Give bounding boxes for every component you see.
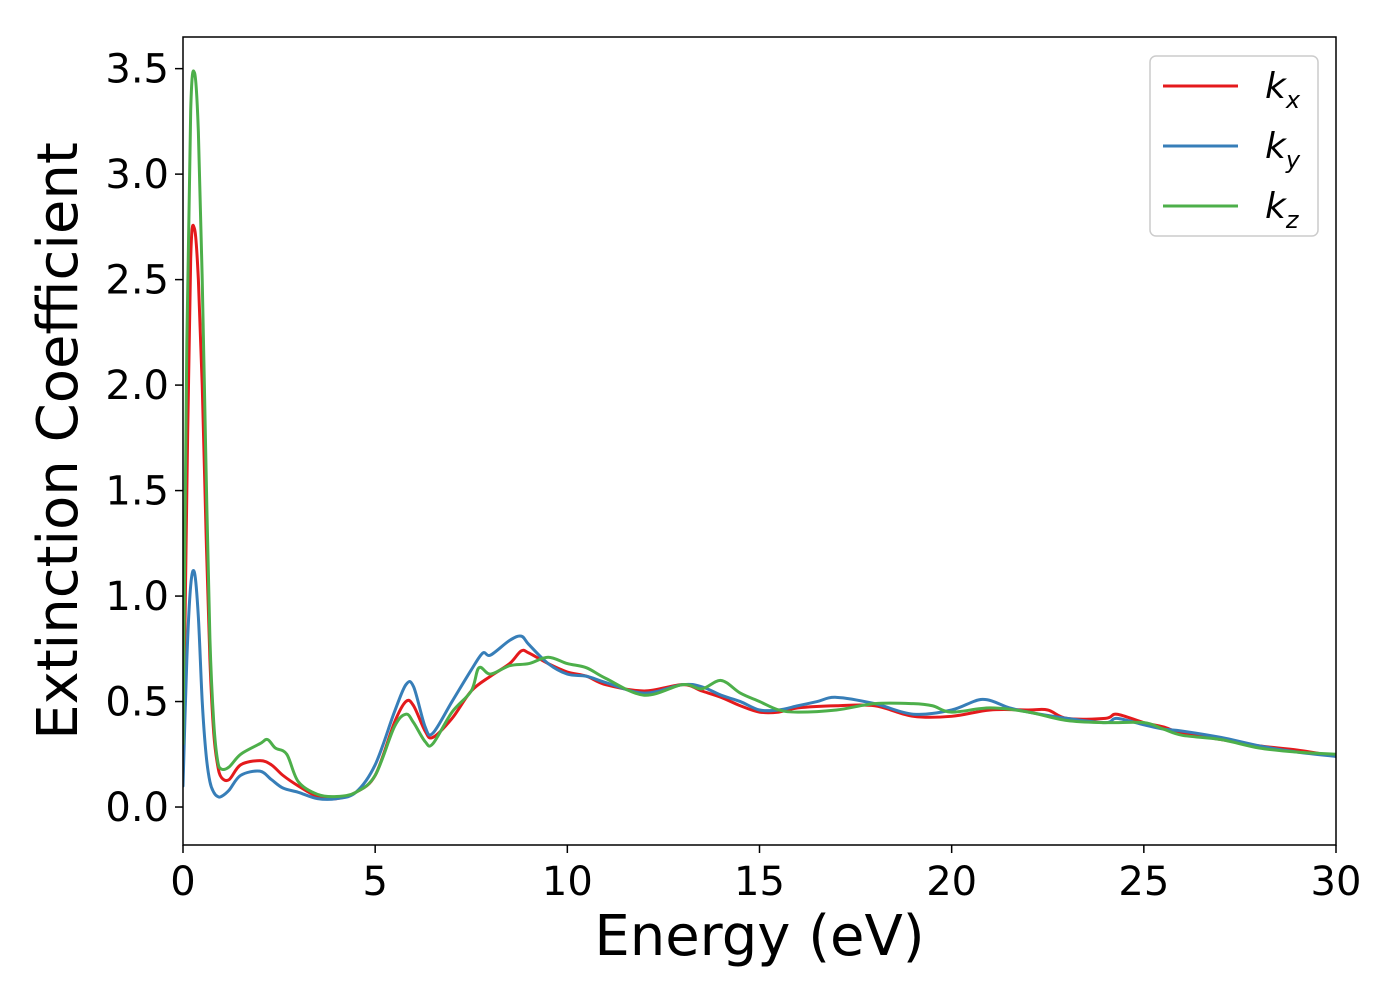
legend: kx ky kz: [1149, 55, 1319, 237]
legend-entries: kx ky kz: [1163, 66, 1301, 234]
series-layer: [183, 69, 1336, 801]
y-axis-ticks: 0.0 0.5 1.0 1.5 2.0 2.5 3.0 3.5: [105, 47, 183, 831]
y-tick-label: 3.0: [105, 152, 169, 198]
x-tick-label: 0: [170, 859, 195, 905]
x-axis-ticks: 0 5 10 15 20 25 30: [170, 845, 1361, 905]
legend-label-ky: ky: [1265, 126, 1301, 174]
x-tick-label: 10: [542, 859, 593, 905]
y-tick-label: 0.0: [105, 785, 169, 831]
x-tick-label: 25: [1118, 859, 1169, 905]
x-tick-label: 20: [926, 859, 977, 905]
series-line-ky: [183, 569, 1336, 801]
x-tick-label: 5: [362, 859, 387, 905]
x-axis-label: Energy (eV): [594, 904, 924, 969]
y-tick-label: 1.0: [105, 574, 169, 620]
y-tick-label: 1.5: [105, 469, 169, 515]
legend-label-kz: kz: [1265, 186, 1300, 234]
y-tick-label: 2.5: [105, 258, 169, 304]
y-axis-label: Extinction Coefficient: [26, 142, 91, 740]
series-line-kx: [183, 223, 1336, 801]
x-tick-label: 30: [1311, 859, 1362, 905]
y-tick-label: 2.0: [105, 363, 169, 409]
y-tick-label: 3.5: [105, 47, 169, 93]
x-tick-label: 15: [734, 859, 785, 905]
y-tick-label: 0.5: [105, 680, 169, 726]
series-line-kz: [183, 69, 1336, 799]
legend-label-kx: kx: [1265, 66, 1301, 114]
